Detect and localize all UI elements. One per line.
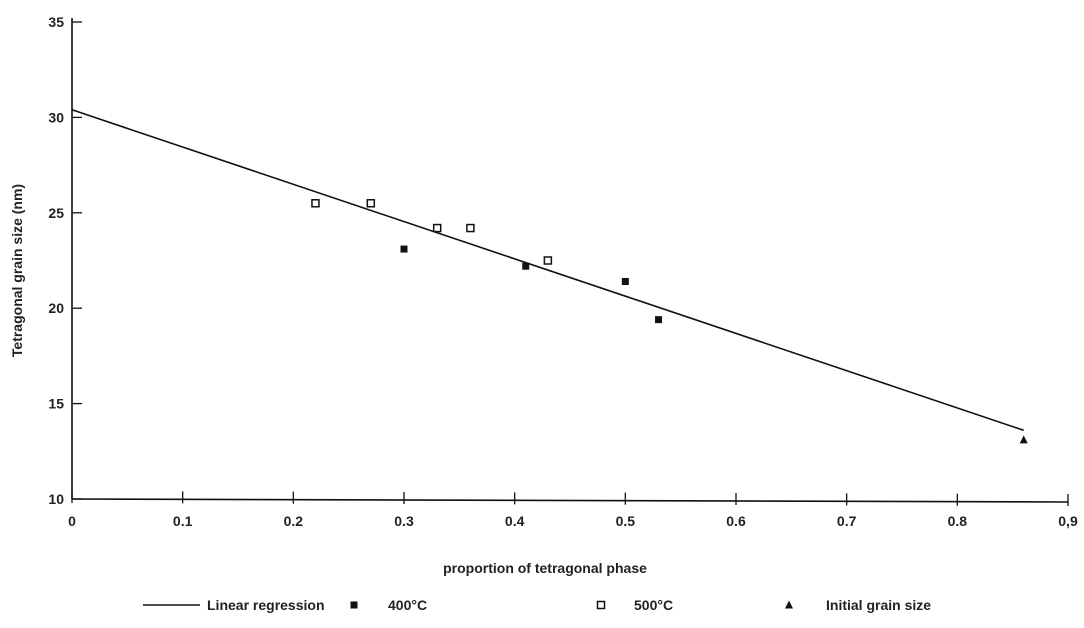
x-ticks: 0 0.1 0.2 0.3 0.4 0.5 0.6 0.7 0.8 0,9 [68, 491, 1078, 529]
x-tick-label: 0.1 [173, 513, 193, 529]
legend-marker-initial [785, 600, 793, 609]
data-points [311, 199, 1028, 444]
legend-400c-label: 400°C [388, 597, 427, 613]
legend-marker-400c [350, 601, 358, 609]
x-tick-label: 0.3 [394, 513, 414, 529]
legend-initial-swatch [785, 600, 793, 609]
y-tick-label: 15 [48, 396, 64, 412]
x-tick-label: 0 [68, 513, 76, 529]
y-ticks: 10 15 20 25 30 35 [48, 14, 82, 507]
x-axis-title: proportion of tetragonal phase [443, 560, 647, 576]
legend-500c-label: 500°C [634, 597, 673, 613]
point-series-1 [466, 223, 475, 233]
point-series-1 [432, 223, 442, 233]
x-axis-line [71, 498, 1069, 503]
legend: Linear regression 400°C 500°C Initial gr… [143, 597, 931, 613]
y-tick-label: 20 [48, 300, 64, 316]
x-tick-label: 0.8 [948, 513, 968, 529]
x-tick-label: 0.5 [616, 513, 636, 529]
y-tick-label: 35 [48, 14, 64, 30]
point-series-2 [1019, 435, 1028, 444]
x-tick-label: 0.2 [284, 513, 304, 529]
x-tick-label: 0.7 [837, 513, 857, 529]
legend-500c-swatch [596, 600, 606, 610]
y-tick-label: 10 [48, 491, 64, 507]
y-tick-label: 25 [48, 205, 64, 221]
legend-regression-label: Linear regression [207, 597, 325, 613]
point-series-0 [522, 262, 530, 270]
x-tick-label: 0,9 [1058, 513, 1078, 529]
regression-line [71, 109, 1024, 432]
x-tick-label: 0.6 [726, 513, 746, 529]
legend-400c-swatch [350, 601, 358, 609]
point-series-1 [366, 199, 376, 208]
point-series-0 [400, 245, 408, 253]
y-tick-label: 30 [48, 109, 64, 125]
legend-marker-500c [596, 600, 606, 610]
y-axis-title: Tetragonal grain size (nm) [9, 184, 25, 357]
point-series-0 [655, 316, 663, 324]
axes: 10 15 20 25 30 35 0 0.1 0.2 0.3 0.4 0.5 0.6 0.7 0.8 0,… [48, 14, 1078, 529]
point-series-1 [543, 256, 553, 265]
point-series-1 [311, 199, 320, 208]
point-series-0 [621, 277, 629, 285]
legend-initial-label: Initial grain size [826, 597, 931, 613]
x-tick-label: 0.4 [505, 513, 525, 529]
